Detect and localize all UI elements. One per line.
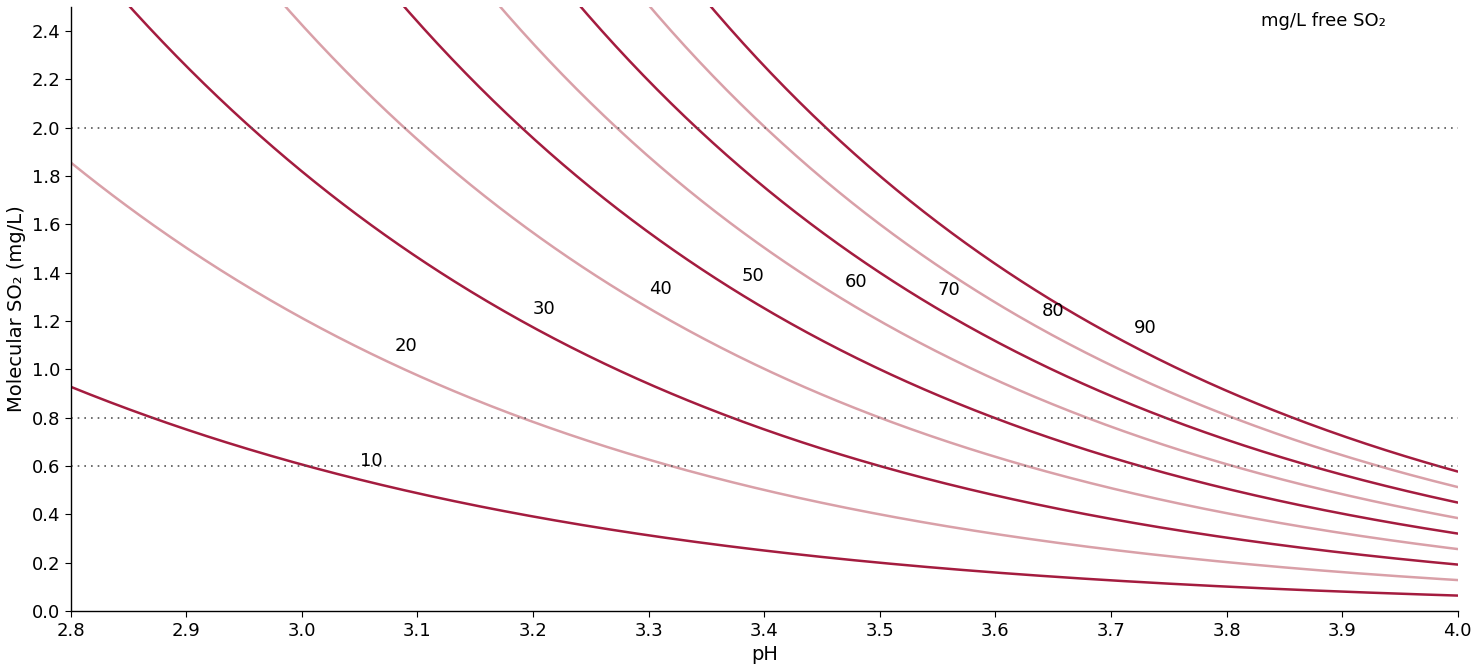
Text: 60: 60 (845, 273, 868, 291)
Y-axis label: Molecular SO₂ (mg/L): Molecular SO₂ (mg/L) (7, 205, 27, 413)
Text: 30: 30 (532, 300, 556, 317)
Text: 90: 90 (1134, 319, 1157, 337)
X-axis label: pH: pH (751, 645, 778, 664)
Text: 10: 10 (359, 452, 382, 470)
Text: 40: 40 (649, 280, 671, 299)
Text: 50: 50 (741, 267, 763, 285)
Text: mg/L free SO₂: mg/L free SO₂ (1262, 13, 1386, 30)
Text: 20: 20 (395, 337, 417, 355)
Text: 70: 70 (938, 281, 960, 299)
Text: 80: 80 (1041, 302, 1065, 319)
